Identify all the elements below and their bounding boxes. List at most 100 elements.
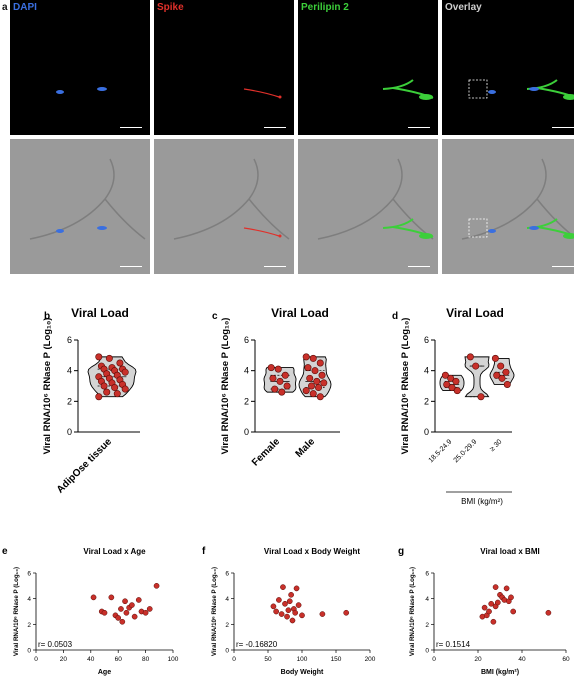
- micro-tile-bright-4: [442, 139, 574, 274]
- data-point: [307, 382, 315, 390]
- data-point: [131, 613, 138, 620]
- data-point: [510, 608, 517, 615]
- data-point: [502, 368, 510, 376]
- data-point: [281, 371, 289, 379]
- data-point: [100, 382, 108, 390]
- data-point: [101, 609, 108, 616]
- data-point: [453, 387, 461, 395]
- y-tick-label: 2: [27, 622, 31, 629]
- data-point: [283, 382, 291, 390]
- data-point: [319, 611, 326, 617]
- category-label: AdipOse tissue: [55, 436, 115, 496]
- x-tick-label: 0: [34, 656, 38, 663]
- y-tick-label: 6: [27, 571, 31, 578]
- spike-signal: [278, 95, 282, 99]
- data-point: [285, 607, 292, 614]
- x-axis-label: BMI (kg/m²): [481, 669, 519, 676]
- data-point: [103, 388, 111, 396]
- data-point: [320, 379, 328, 387]
- perilipin-signal: [419, 94, 433, 100]
- spike-signal: [278, 234, 282, 238]
- category-label: ≥ 30: [489, 438, 504, 453]
- micro-tile-bright-1: [10, 139, 150, 274]
- y-tick-label: 6: [425, 571, 429, 578]
- data-point: [90, 594, 97, 601]
- data-point: [343, 609, 350, 616]
- data-point: [493, 371, 501, 379]
- x-tick-label: 60: [115, 656, 123, 663]
- correlation-annotation: r= 0.1514: [436, 640, 471, 649]
- data-point: [289, 617, 296, 624]
- chart-g-viral-load-bmi-scatter: g Viral load x BMI Viral RNA/10⁶ RNase P (…: [398, 546, 570, 676]
- data-point: [492, 584, 499, 590]
- data-point: [508, 594, 514, 601]
- channel-label-2: Spike: [157, 2, 184, 13]
- y-tick-label: 4: [425, 596, 429, 603]
- x-tick-label: 0: [432, 656, 436, 663]
- correlation-annotation: r= 0.0503: [38, 640, 73, 649]
- data-point: [276, 597, 282, 603]
- data-point: [121, 368, 129, 376]
- inset-box: [468, 218, 488, 238]
- channel-label-3: Perilipin 2: [301, 2, 349, 13]
- micro-tile-image: [317, 158, 434, 240]
- data-point: [116, 359, 124, 367]
- y-tick-label: 6: [225, 571, 229, 578]
- data-point: [481, 604, 488, 611]
- data-point: [115, 615, 122, 621]
- correlation-annotation: r= -0.16820: [236, 640, 278, 649]
- y-tick-label: 6: [424, 335, 429, 345]
- data-point: [123, 609, 130, 616]
- y-tick-label: 4: [244, 366, 249, 376]
- data-point: [443, 380, 451, 388]
- data-point: [142, 609, 149, 616]
- channel-label-4: Overlay: [445, 2, 482, 13]
- nucleus-mark: [488, 90, 496, 94]
- panel-letter: f: [202, 546, 206, 557]
- spike-signal: [243, 88, 280, 98]
- micro-tile-image: [382, 79, 434, 100]
- chart-title: Viral Load x Body Weight: [264, 547, 361, 556]
- data-point: [288, 591, 294, 598]
- nucleus-mark: [488, 229, 496, 233]
- data-point: [293, 585, 300, 592]
- data-point: [146, 606, 153, 612]
- x-axis-label: BMI (kg/m²): [461, 497, 503, 506]
- data-point: [490, 618, 497, 625]
- data-point: [486, 608, 492, 615]
- cell-outline: [317, 158, 434, 240]
- inset-box: [468, 79, 488, 99]
- x-tick-label: 100: [168, 656, 179, 663]
- chart-title: Viral Load: [71, 306, 129, 320]
- y-tick-label: 2: [67, 396, 72, 406]
- data-point: [105, 354, 113, 362]
- category-label: Male: [294, 436, 318, 460]
- micro-tile-image: [461, 158, 574, 240]
- data-point: [153, 582, 160, 589]
- y-tick-label: 0: [225, 648, 229, 655]
- micro-tile-image: [468, 79, 574, 100]
- x-tick-label: 100: [297, 656, 308, 663]
- y-tick-label: 6: [67, 335, 72, 345]
- data-point: [267, 364, 275, 372]
- micro-tile-fluor-3: Perilipin 2: [298, 0, 438, 135]
- data-point: [316, 359, 324, 367]
- x-tick-label: 40: [87, 656, 95, 663]
- data-point: [273, 608, 280, 615]
- y-tick-label: 4: [225, 596, 229, 603]
- data-point: [276, 377, 284, 385]
- data-point: [121, 385, 129, 393]
- data-point: [472, 362, 480, 370]
- data-point: [118, 606, 124, 612]
- spike-signal: [243, 227, 280, 237]
- data-point: [286, 598, 293, 605]
- y-tick-label: 4: [67, 366, 72, 376]
- y-tick-label: 2: [424, 396, 429, 406]
- scale-bar: [408, 266, 430, 267]
- data-point: [95, 393, 103, 401]
- data-point: [111, 384, 119, 392]
- scale-bar: [264, 266, 286, 267]
- y-tick-label: 6: [244, 335, 249, 345]
